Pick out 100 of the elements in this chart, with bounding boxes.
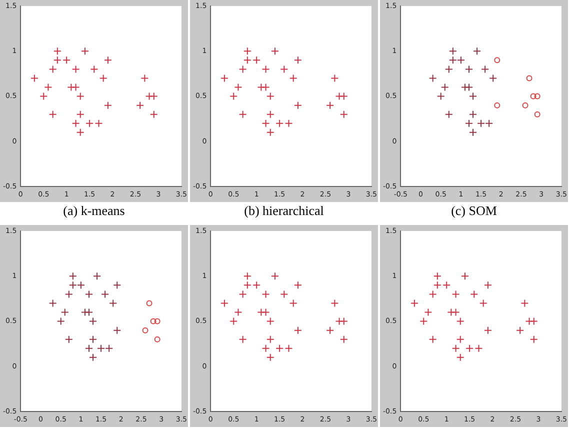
point [68,280,77,289]
point [276,119,284,128]
point [284,119,293,128]
point [67,83,76,92]
point [252,280,261,289]
text: (c) SOM [451,202,497,220]
point [340,110,348,118]
point [294,280,302,289]
point [72,65,80,74]
point [530,93,536,100]
point [146,300,152,306]
point [109,298,118,307]
point [442,280,451,289]
point [474,344,483,352]
point [99,74,108,82]
point [464,65,473,74]
point [84,308,93,316]
point [76,128,84,136]
point [94,119,103,128]
point [520,298,529,307]
point [452,290,460,298]
point [452,344,460,352]
point [326,326,334,334]
point [142,326,148,333]
point [72,119,80,128]
point [280,290,288,298]
point [234,308,242,316]
point [335,316,344,325]
point [280,65,288,74]
point [105,344,114,352]
point [469,110,478,118]
point [93,272,102,280]
point [340,316,348,325]
point [433,272,442,280]
point [494,57,500,64]
point [340,92,348,100]
point [448,47,457,56]
point [522,102,528,108]
point [220,298,228,307]
point [326,101,334,110]
point [266,128,274,136]
point [257,83,266,92]
point [464,83,473,92]
point [89,316,98,325]
point [262,65,270,74]
point [410,298,418,307]
point [456,316,464,325]
point [104,56,112,64]
point [340,334,348,343]
point [84,344,93,352]
point [262,344,270,352]
point [456,352,464,361]
text: (b) hierarchical [244,202,324,220]
point [460,272,469,280]
point [62,56,71,64]
point [238,290,247,298]
point [276,344,284,352]
point [330,74,339,82]
point [145,92,154,100]
point [238,334,247,343]
point [266,316,274,325]
point [266,352,274,361]
point [270,272,279,280]
point [266,334,274,343]
point [140,74,149,82]
point [534,93,540,100]
point [48,110,57,118]
point [433,280,442,289]
point [86,119,94,128]
point [252,56,261,64]
point [266,92,274,100]
point [484,280,492,289]
point [444,110,453,118]
point [516,326,524,334]
point [72,83,80,92]
point [150,110,158,118]
point [220,74,228,82]
point [154,318,160,324]
point [30,74,38,82]
point [89,334,98,343]
point [464,119,473,128]
point [294,326,302,334]
point [243,47,252,56]
point [243,56,252,64]
point [456,56,465,64]
point [262,83,270,92]
point [289,74,298,82]
point [330,298,339,307]
point [428,334,437,343]
point [76,110,84,118]
point [525,316,534,325]
point [530,334,538,343]
point [48,298,57,307]
point [294,101,302,110]
point [294,56,302,64]
point [289,298,298,307]
point [154,336,160,342]
point [428,74,437,82]
point [68,272,77,280]
point [89,352,98,361]
